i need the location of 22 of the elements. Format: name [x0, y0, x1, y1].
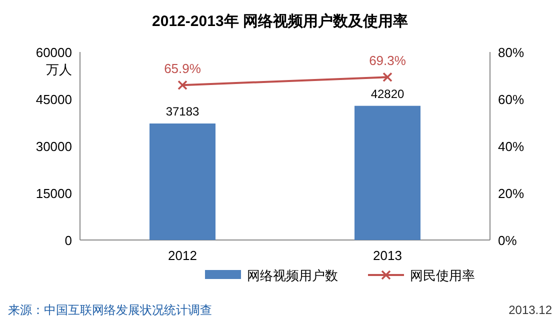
text: 2013.12 — [508, 303, 552, 317]
data-label: 69.3% — [369, 53, 406, 68]
chart-title: 2012-2013年 网络视频用户数及使用率 — [152, 12, 408, 30]
y2-tick-label: 0% — [498, 233, 518, 248]
y-tick-label: 0 — [64, 233, 72, 248]
y-tick-label: 30000 — [36, 139, 72, 154]
data-label: 65.9% — [164, 61, 202, 76]
y2-tick-label: 40% — [498, 139, 524, 154]
source-note: 来源：中国互联网络发展状况统计调查 — [8, 303, 212, 317]
x-tick-label: 2012 — [168, 248, 197, 263]
y2-tick-label: 20% — [498, 186, 524, 201]
legend-label: 网民使用率 — [410, 268, 475, 283]
data-label: 37183 — [166, 104, 200, 118]
y-tick-label: 15000 — [36, 186, 72, 201]
y-axis-title: 万人 — [46, 62, 72, 77]
x-tick-label: 2013 — [373, 248, 402, 263]
data-label: 42820 — [370, 86, 405, 101]
y2-tick-label: 60% — [498, 92, 524, 107]
y-tick-label: 60000 — [36, 45, 72, 60]
legend-label: 网络视频用户数 — [247, 268, 338, 283]
y-tick-label: 45000 — [36, 92, 72, 107]
y2-tick-label: 80% — [498, 45, 524, 60]
